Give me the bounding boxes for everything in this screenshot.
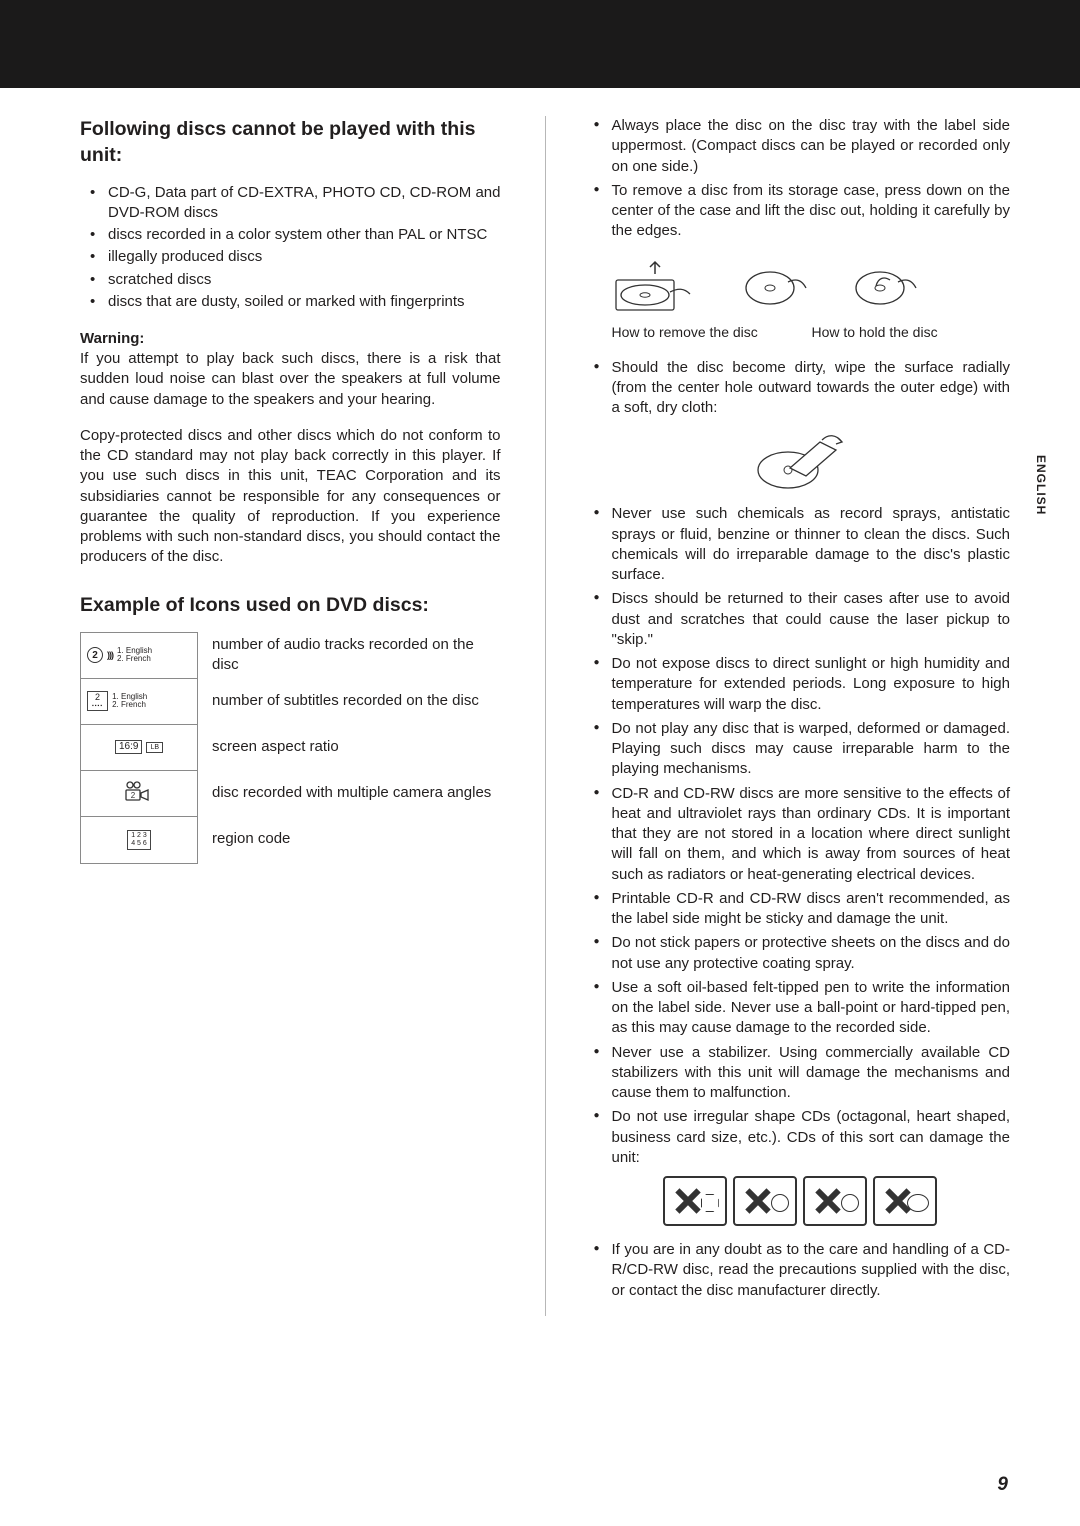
right-bullets-last: If you are in any doubt as to the care a… [590, 1240, 1011, 1301]
right-bullets-wipe: Should the disc become dirty, wipe the s… [590, 358, 1011, 419]
right-bullets-top: Always place the disc on the disc tray w… [590, 116, 1011, 242]
list-item: scratched discs [98, 270, 501, 290]
hold-disc-illustration-2 [850, 252, 920, 316]
right-column: Always place the disc on the disc tray w… [582, 116, 1011, 1316]
list-item: Discs should be returned to their cases … [608, 589, 1011, 650]
heading-icons: Example of Icons used on DVD discs: [80, 592, 501, 618]
list-item: Do not use irregular shape CDs (octagona… [608, 1107, 1011, 1168]
wipe-disc-illustration [590, 424, 1011, 494]
list-item: discs that are dusty, soiled or marked w… [98, 292, 501, 312]
icon-desc: number of audio tracks recorded on the d… [212, 632, 501, 678]
list-item: illegally produced discs [98, 247, 501, 267]
warning-label: Warning: [80, 330, 501, 347]
icon-desc: number of subtitles recorded on the disc [212, 678, 501, 724]
oval-cd-icon [873, 1176, 937, 1226]
icon-desc: region code [212, 816, 501, 862]
remove-disc-illustration [610, 252, 700, 316]
octagon-cd-icon [663, 1176, 727, 1226]
warning-paragraph-2: Copy-protected discs and other discs whi… [80, 426, 501, 568]
icon-column: 2 ))) 1. English2. French 2 ▪▪▪▪ 1. Engl… [80, 632, 198, 864]
icon-audio-tracks: 2 ))) 1. English2. French [81, 633, 197, 679]
list-item: Never use a stabilizer. Using commercial… [608, 1043, 1011, 1104]
page-number: 9 [997, 1474, 1008, 1496]
page-content: Following discs cannot be played with th… [0, 88, 1080, 1316]
list-item: CD-G, Data part of CD-EXTRA, PHOTO CD, C… [98, 183, 501, 224]
irregular-shape-row [590, 1176, 1011, 1226]
list-item: Always place the disc on the disc tray w… [608, 116, 1011, 177]
column-divider [545, 116, 546, 1316]
icon-camera-angles: 2 [81, 771, 197, 817]
caption-row: How to remove the disc How to hold the d… [612, 324, 1011, 340]
cannot-play-list: CD-G, Data part of CD-EXTRA, PHOTO CD, C… [80, 183, 501, 313]
left-column: Following discs cannot be played with th… [80, 116, 509, 1316]
hold-disc-illustration-1 [740, 252, 810, 316]
right-bullets-rest: Never use such chemicals as record spray… [590, 504, 1011, 1168]
illustration-row [590, 252, 1011, 316]
list-item: Never use such chemicals as record spray… [608, 504, 1011, 585]
language-sidetab: ENGLISH [1034, 455, 1048, 515]
warning-paragraph-1: If you attempt to play back such discs, … [80, 349, 501, 410]
list-item: Do not expose discs to direct sunlight o… [608, 654, 1011, 715]
icon-region-code: 1 2 3 4 5 6 [81, 817, 197, 863]
card-cd-icon [803, 1176, 867, 1226]
list-item: CD-R and CD-RW discs are more sensitive … [608, 784, 1011, 885]
svg-text:2: 2 [131, 791, 136, 800]
icon-subtitles: 2 ▪▪▪▪ 1. English2. French [81, 679, 197, 725]
icon-aspect-ratio: 16:9 LB [81, 725, 197, 771]
icon-table: 2 ))) 1. English2. French 2 ▪▪▪▪ 1. Engl… [80, 632, 501, 864]
icon-desc: screen aspect ratio [212, 724, 501, 770]
icon-descriptions: number of audio tracks recorded on the d… [198, 632, 501, 864]
heading-cannot-play: Following discs cannot be played with th… [80, 116, 501, 169]
icon-desc: disc recorded with multiple camera angle… [212, 770, 501, 816]
caption-remove: How to remove the disc [612, 324, 772, 340]
list-item: Do not stick papers or protective sheets… [608, 933, 1011, 974]
list-item: discs recorded in a color system other t… [98, 225, 501, 245]
list-item: Do not play any disc that is warped, def… [608, 719, 1011, 780]
list-item: Should the disc become dirty, wipe the s… [608, 358, 1011, 419]
list-item: To remove a disc from its storage case, … [608, 181, 1011, 242]
top-black-bar [0, 0, 1080, 88]
heart-cd-icon [733, 1176, 797, 1226]
caption-hold: How to hold the disc [812, 324, 938, 340]
list-item: If you are in any doubt as to the care a… [608, 1240, 1011, 1301]
list-item: Printable CD-R and CD-RW discs aren't re… [608, 889, 1011, 930]
list-item: Use a soft oil-based felt-tipped pen to … [608, 978, 1011, 1039]
